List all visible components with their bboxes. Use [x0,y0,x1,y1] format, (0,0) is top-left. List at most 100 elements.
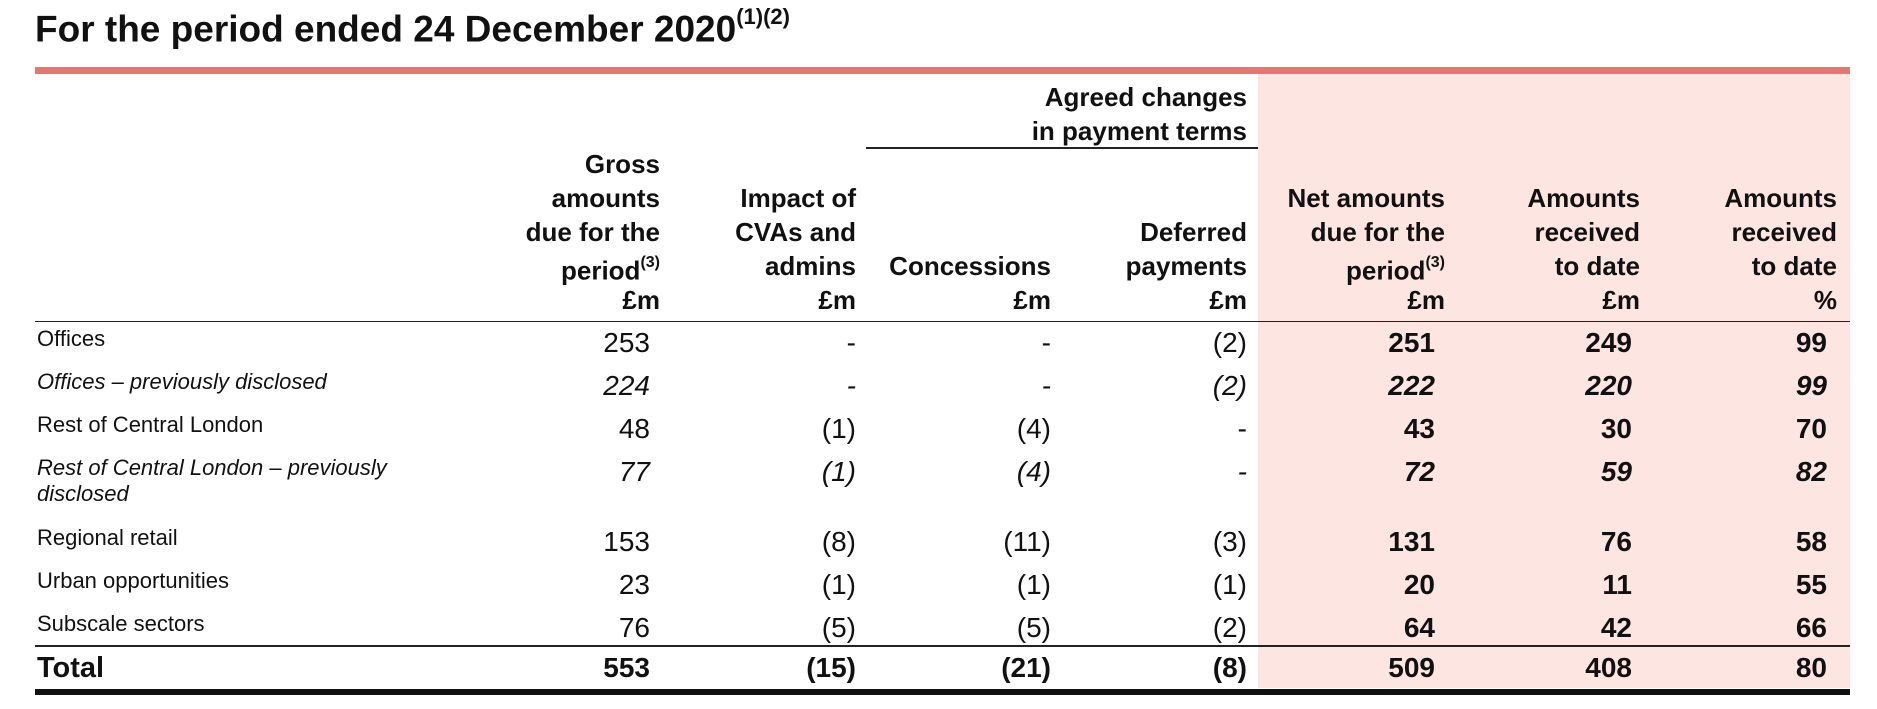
total-net: 509 [1388,652,1435,683]
column-header-line: Amounts [1724,183,1837,213]
row-label: Offices – previously disclosed [37,369,327,394]
column-header-line: Gross [584,149,660,179]
cell-net: 251 [1388,327,1435,358]
cell-cva: (1) [821,456,856,487]
unit-received: £m [1602,285,1640,315]
cell-received: 30 [1600,413,1632,444]
row-label: Urban opportunities [37,568,230,593]
group-header-underline [866,147,1258,149]
total-label: Total [37,652,105,684]
column-header-line: Concessions [889,251,1051,281]
cell-received-pct: 99 [1795,327,1827,358]
cell-cva: (8) [821,526,856,557]
cell-gross: 48 [618,413,650,444]
unit-deferred: £m [1209,285,1247,315]
total-divider [35,645,1850,647]
cell-concessions: (4) [1016,413,1051,444]
cell-cva: (1) [821,413,856,444]
cell-received: 11 [1602,569,1632,600]
cell-deferred: - [1237,456,1247,487]
unit-received-pct: % [1813,285,1837,315]
column-header-net: Net amounts due for the period(3) [1260,181,1445,288]
cell-net: 64 [1403,612,1435,643]
cell-deferred: (2) [1212,327,1247,358]
column-header-line: received [1731,217,1837,247]
cell-received-pct: 58 [1795,526,1827,557]
column-header-line: received [1534,217,1640,247]
unit-cva: £m [818,285,856,315]
cell-concessions: (5) [1016,612,1051,643]
cell-cva: (5) [821,612,856,643]
column-header-line: Impact of [740,183,856,213]
row-label: Subscale sectors [37,611,205,636]
column-header-gross: Gross amounts due for the period(3) [480,147,660,288]
cell-received: 249 [1585,327,1632,358]
cell-gross: 153 [603,526,650,557]
cell-deferred: - [1237,413,1247,444]
total-gross: 553 [603,652,650,683]
page-title: For the period ended 24 December 2020(1)… [35,4,790,50]
cell-net: 222 [1388,370,1435,401]
cell-concessions: (4) [1016,456,1051,487]
column-header-line: payments [1125,251,1247,281]
cell-cva: (1) [821,569,856,600]
shaded-column-band [1258,74,1850,688]
cell-net: 72 [1403,456,1435,487]
cell-received: 220 [1585,370,1632,401]
cell-gross: 77 [618,456,650,487]
unit-concessions: £m [1013,285,1051,315]
cell-received-pct: 55 [1795,569,1827,600]
row-label-line: disclosed [37,481,129,506]
cell-gross: 23 [618,569,650,600]
column-header-footnote: (3) [640,254,660,271]
cell-cva: - [846,327,856,358]
cell-deferred: (1) [1212,569,1247,600]
column-header-line: admins [764,251,856,281]
column-header-line: Amounts [1527,183,1640,213]
column-header-line: to date [1554,251,1640,281]
unit-net: £m [1407,285,1445,315]
column-header-line: period(3) [560,254,660,286]
total-deferred: (8) [1212,652,1247,683]
cell-net: 20 [1403,569,1435,600]
column-header-line: to date [1751,251,1837,281]
cell-received-pct: 99 [1795,370,1827,401]
column-header-deferred: Deferred payments [1060,215,1247,283]
total-received: 408 [1585,652,1632,683]
cell-cva: - [846,370,856,401]
row-label-line: Rest of Central London – previously [37,455,387,480]
column-header-line: due for the [1310,217,1445,247]
column-header-line: CVAs and [735,217,856,247]
cell-concessions: (1) [1016,569,1051,600]
cell-deferred: (2) [1212,612,1247,643]
cell-deferred: (2) [1212,370,1247,401]
row-label: Rest of Central London [37,412,264,437]
total-double-rule [35,689,1850,695]
cell-gross: 76 [618,612,650,643]
cell-net: 43 [1403,413,1435,444]
cell-concessions: - [1041,370,1051,401]
cell-received: 59 [1600,456,1632,487]
row-label: Rest of Central London – previously discl… [37,455,387,507]
column-header-line: amounts [551,183,660,213]
total-received-pct: 80 [1795,652,1827,683]
total-cva: (15) [806,652,856,683]
cell-net: 131 [1388,526,1435,557]
group-header-line-2: in payment terms [1031,116,1247,146]
group-header-agreed-changes: Agreed changes in payment terms [960,80,1247,148]
column-header-cva: Impact of CVAs and admins [680,181,856,283]
column-header-received: Amounts received to date [1460,181,1640,283]
column-header-line: Net amounts [1287,183,1445,213]
group-header-line-1: Agreed changes [1044,82,1247,112]
cell-received-pct: 82 [1795,456,1827,487]
cell-received: 42 [1600,612,1632,643]
row-label: Regional retail [37,525,178,550]
header-divider [35,321,1850,322]
accent-rule [35,67,1850,74]
column-header-line: period(3) [1345,254,1445,286]
cell-received-pct: 70 [1795,413,1827,444]
row-label: Offices [37,326,106,351]
cell-received: 76 [1600,526,1632,557]
column-header-footnote: (3) [1425,254,1445,271]
cell-concessions: - [1041,327,1051,358]
